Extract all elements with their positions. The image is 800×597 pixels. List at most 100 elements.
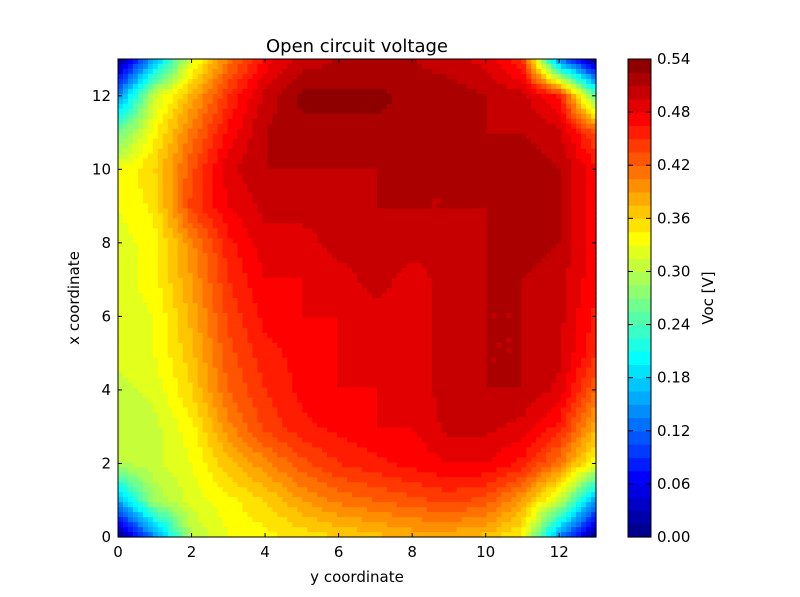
contour-cell xyxy=(127,263,134,269)
contour-cell xyxy=(317,143,323,150)
contour-cell xyxy=(366,188,373,195)
contour-cell xyxy=(386,118,393,125)
contour-cell xyxy=(441,208,448,214)
contour-cell xyxy=(352,283,358,289)
contour-cell xyxy=(411,158,418,165)
contour-cell xyxy=(262,88,268,95)
contour-cell xyxy=(406,243,413,249)
contour-cell xyxy=(317,218,323,224)
contour-cell xyxy=(127,213,134,219)
contour-cell xyxy=(471,178,478,185)
contour-cell xyxy=(381,298,388,304)
contour-cell xyxy=(182,98,189,105)
contour-cell xyxy=(591,193,597,200)
contour-cell xyxy=(461,223,468,229)
contour-cell xyxy=(307,143,313,150)
contour-cell xyxy=(187,78,194,85)
contour-cell xyxy=(247,273,254,279)
contour-cell xyxy=(591,93,597,100)
contour-cell xyxy=(481,248,488,254)
contour-cell xyxy=(352,188,358,195)
contour-cell xyxy=(192,183,199,190)
contour-cell xyxy=(177,293,184,299)
contour-cell xyxy=(426,233,433,239)
contour-cell xyxy=(327,73,333,80)
contour-cell xyxy=(581,273,587,279)
contour-cell xyxy=(461,148,468,155)
contour-cell xyxy=(227,258,234,264)
contour-cell xyxy=(466,193,473,200)
contour-cell xyxy=(212,203,219,209)
contour-cell xyxy=(182,193,189,200)
contour-cell xyxy=(446,233,453,239)
contour-cell xyxy=(242,148,249,155)
contour-cell xyxy=(237,93,244,100)
contour-cell xyxy=(431,302,438,309)
contour-cell xyxy=(466,93,473,100)
contour-cell xyxy=(531,83,537,90)
contour-cell xyxy=(496,158,502,165)
contour-cell xyxy=(411,193,418,200)
contour-cell xyxy=(207,268,214,274)
contour-cell xyxy=(267,123,273,130)
contour-cell xyxy=(456,59,463,65)
contour-cell xyxy=(361,168,368,175)
contour-cell xyxy=(441,203,448,209)
contour-cell xyxy=(576,312,582,319)
contour-cell xyxy=(267,283,273,289)
contour-cell xyxy=(486,288,493,294)
contour-cell xyxy=(411,218,418,224)
contour-cell xyxy=(122,198,129,204)
contour-cell xyxy=(162,153,169,160)
contour-cell xyxy=(556,178,562,185)
contour-cell xyxy=(571,173,577,180)
contour-cell xyxy=(551,223,557,229)
contour-cell xyxy=(571,123,577,130)
contour-cell xyxy=(471,128,478,135)
contour-cell xyxy=(451,128,458,135)
contour-cell xyxy=(586,307,592,314)
contour-cell xyxy=(327,138,333,145)
contour-cell xyxy=(461,143,468,150)
contour-cell xyxy=(287,178,293,185)
contour-cell xyxy=(162,218,169,224)
contour-cell xyxy=(371,93,378,100)
contour-cell xyxy=(222,298,229,304)
contour-cell xyxy=(566,133,572,140)
contour-cell xyxy=(342,88,348,95)
contour-cell xyxy=(581,302,587,309)
contour-cell xyxy=(361,103,368,110)
contour-cell xyxy=(157,233,164,239)
contour-cell xyxy=(381,73,388,80)
contour-cell xyxy=(441,268,448,274)
contour-cell xyxy=(386,198,393,204)
contour-cell xyxy=(307,63,313,70)
contour-cell xyxy=(127,148,134,155)
contour-cell xyxy=(122,68,129,75)
contour-cell xyxy=(466,138,473,145)
contour-cell xyxy=(322,273,328,279)
contour-cell xyxy=(431,312,438,319)
contour-cell xyxy=(506,203,512,209)
contour-cell xyxy=(317,128,323,135)
contour-cell xyxy=(167,312,174,319)
contour-cell xyxy=(267,233,273,239)
contour-cell xyxy=(227,178,234,185)
contour-cell xyxy=(272,88,278,95)
contour-cell xyxy=(471,59,478,65)
contour-cell xyxy=(446,312,453,319)
contour-cell xyxy=(277,88,283,95)
contour-cell xyxy=(386,178,393,185)
contour-cell xyxy=(406,73,413,80)
contour-cell xyxy=(212,98,219,105)
contour-cell xyxy=(272,153,278,160)
contour-cell xyxy=(167,258,174,264)
contour-cell xyxy=(376,218,383,224)
contour-cell xyxy=(187,258,194,264)
contour-cell xyxy=(451,243,458,249)
contour-cell xyxy=(466,218,473,224)
contour-cell xyxy=(357,298,363,304)
contour-cell xyxy=(322,88,328,95)
contour-cell xyxy=(137,312,144,319)
contour-cell xyxy=(496,288,502,294)
